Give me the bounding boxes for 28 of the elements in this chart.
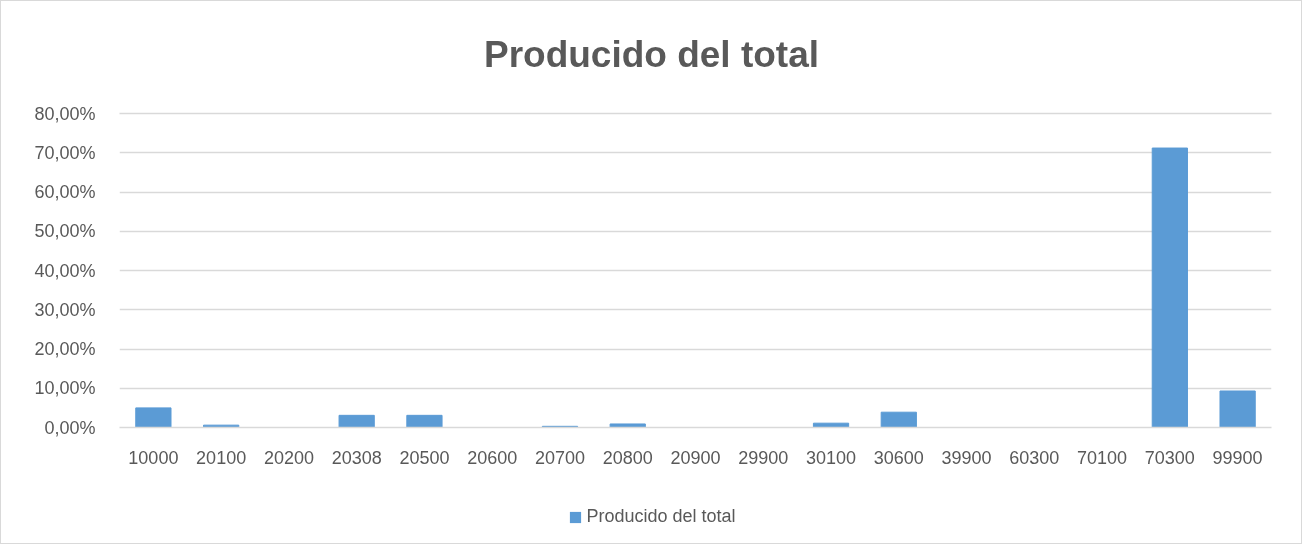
y-tick-label: 0,00% — [44, 417, 96, 438]
y-tick-label: 10,00% — [34, 378, 96, 399]
x-tick-label: 20600 — [467, 447, 518, 468]
x-tick-label: 20700 — [534, 447, 586, 468]
y-tick-label: 60,00% — [34, 182, 96, 202]
x-tick-label: 20200 — [263, 447, 314, 468]
legend-label: Producido del total — [586, 506, 736, 527]
x-tick-label: 30600 — [873, 447, 924, 468]
x-tick-label: 60300 — [1009, 447, 1060, 468]
x-tick-label: 70300 — [1144, 447, 1195, 468]
x-tick-label: 20308 — [331, 447, 382, 468]
x-tick-label: 39900 — [941, 447, 992, 468]
x-tick-label: 70100 — [1077, 447, 1128, 468]
y-tick-label: 70,00% — [34, 142, 96, 163]
x-tick-label: 20900 — [670, 447, 721, 468]
y-tick-label: 40,00% — [34, 260, 96, 281]
x-tick-label: 30100 — [806, 447, 857, 468]
x-tick-label: 20800 — [602, 447, 653, 468]
y-tick-label: 20,00% — [34, 339, 96, 359]
x-tick-label: 99900 — [1212, 447, 1263, 468]
y-tick-label: 30,00% — [34, 299, 96, 320]
x-tick-label: 20100 — [196, 447, 247, 468]
chart-title: Producido del total — [483, 34, 820, 75]
x-tick-label: 20500 — [399, 447, 450, 468]
y-tick-label: 50,00% — [34, 221, 96, 242]
x-tick-label: 29900 — [738, 447, 789, 468]
y-tick-label: 80,00% — [34, 103, 96, 124]
x-tick-label: 10000 — [128, 447, 179, 468]
